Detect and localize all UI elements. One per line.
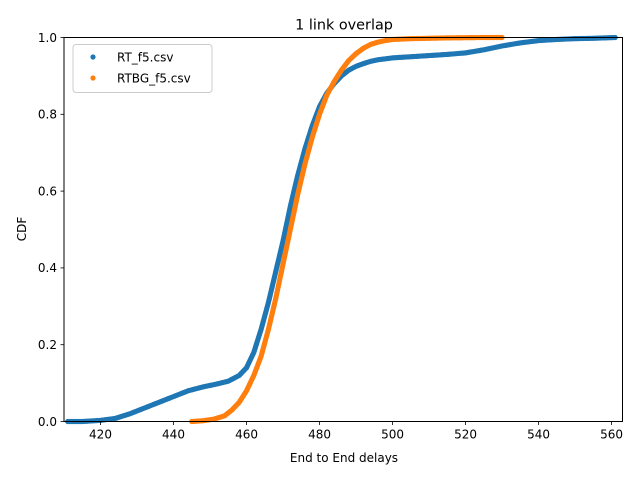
x-tick-label: 560 (600, 428, 623, 442)
x-tick-label: 460 (235, 428, 258, 442)
series-1 (65, 34, 618, 425)
legend-marker (90, 75, 96, 81)
legend-marker (90, 54, 96, 60)
legend-box (72, 44, 213, 93)
x-tick-label: 420 (89, 428, 112, 442)
y-tick-label: 0.6 (38, 184, 57, 198)
ticks-layer: 420 440 460 480 500 520 540 560 0.0 0.2 0.4 0.6 0.8 1… (38, 31, 623, 442)
legend-label: RTBG_f5.csv (117, 71, 191, 85)
y-tick-label: 0.0 (38, 415, 57, 429)
x-tick-label: 520 (454, 428, 477, 442)
y-axis-label: CDF (15, 217, 29, 242)
legend-label: RT_f5.csv (117, 50, 173, 64)
y-tick-label: 0.8 (38, 108, 57, 122)
x-tick-label: 500 (381, 428, 404, 442)
y-tick-label: 0.2 (38, 338, 57, 352)
x-tick-label: 540 (527, 428, 550, 442)
x-tick-label: 440 (162, 428, 185, 442)
y-tick-label: 1.0 (38, 31, 57, 45)
plot-frame (63, 37, 623, 422)
legend: RT_f5.csv RTBG_f5.csv (72, 44, 213, 93)
y-tick-label: 0.4 (38, 261, 57, 275)
chart-title: 1 link overlap (295, 18, 393, 34)
x-tick-label: 480 (308, 428, 331, 442)
x-axis-label: End to End delays (290, 451, 398, 465)
series-layer (65, 34, 618, 425)
